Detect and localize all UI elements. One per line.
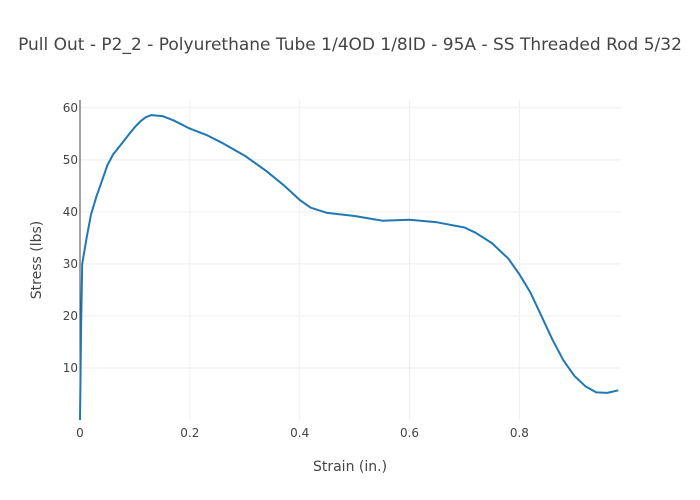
y-tick-label: 40 [63, 205, 78, 219]
y-axis-title: Stress (lbs) [29, 221, 45, 299]
y-tick-label: 30 [63, 257, 78, 271]
x-tick-labels: 0 0.2 0.4 0.6 0.8 [76, 426, 529, 440]
chart-title: Pull Out - P2_2 - Polyurethane Tube 1/4O… [18, 35, 682, 55]
x-tick-label: 0.8 [510, 426, 529, 440]
y-tick-label: 10 [63, 361, 78, 375]
x-tick-label: 0 [76, 426, 84, 440]
x-tick-label: 0.2 [180, 426, 199, 440]
y-tick-label: 20 [63, 309, 78, 323]
x-tick-label: 0.4 [290, 426, 309, 440]
y-tick-label: 50 [63, 153, 78, 167]
series-line [79, 114, 619, 421]
gridlines [80, 100, 621, 420]
x-axis-title: Strain (in.) [313, 459, 387, 475]
y-tick-label: 60 [63, 101, 78, 115]
x-tick-label: 0.6 [400, 426, 419, 440]
y-tick-labels: 10 20 30 40 50 60 [63, 101, 78, 375]
